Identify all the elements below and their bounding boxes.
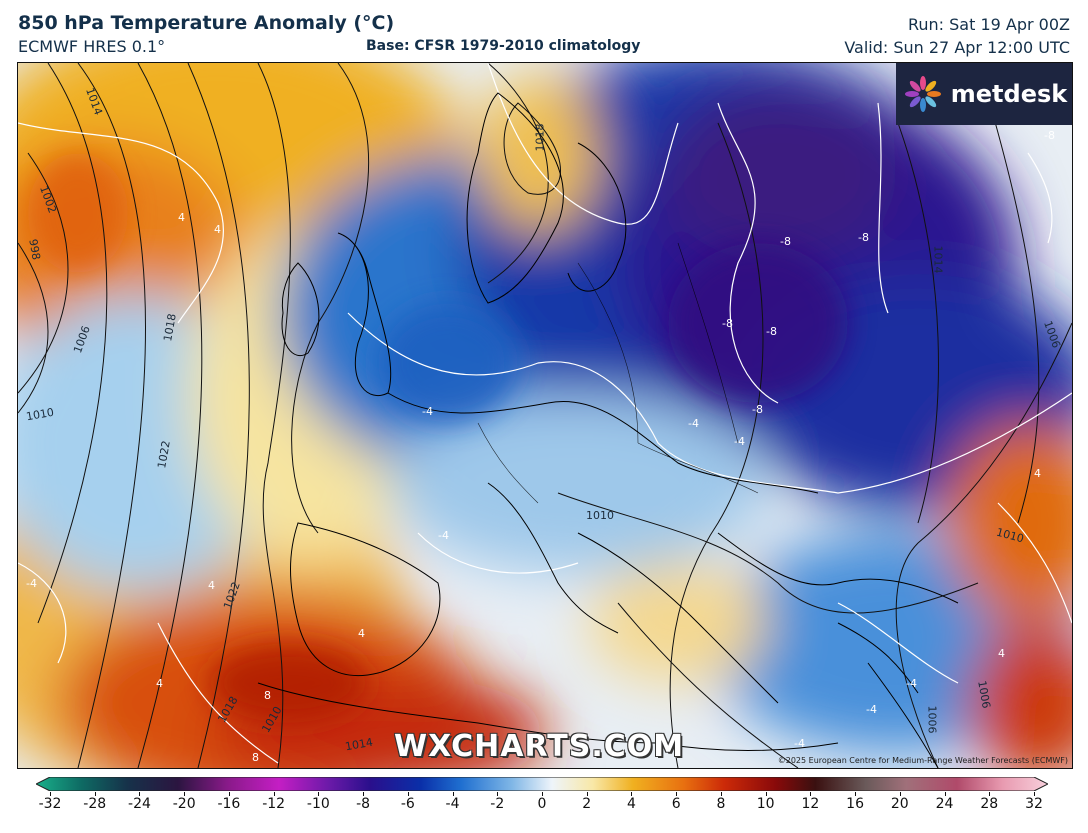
isobar-label: 1018 [533,123,547,152]
colorbar-tick-mark [989,792,991,796]
anomaly-label: -4 [438,529,449,542]
valid-time: Valid: Sun 27 Apr 12:00 UTC [844,38,1070,57]
colorbar-tick-mark [542,792,543,796]
colorbar-tick-mark [899,792,901,796]
climatology-base: Base: CFSR 1979-2010 climatology [366,38,641,54]
colorbar-tick-label: 6 [671,796,681,812]
anomaly-label: 4 [1034,467,1041,480]
colorbar-tick-label: 2 [582,796,592,812]
isobars [18,63,1072,768]
colorbar-tick-mark [139,792,141,796]
run-time: Run: Sat 19 Apr 00Z [907,15,1070,34]
copyright: ©2025 European Centre for Medium-Range W… [777,756,1068,765]
isobar-label: 1014 [931,245,945,274]
colorbar-tick-mark [676,792,678,796]
colorbar-tick-label: -12 [262,796,286,812]
anomaly-label: -8 [752,403,763,416]
colorbar-tick-label: -4 [445,796,460,812]
colorbar-ticks: -32 -28 -24 -20 -16 -12 -10 -8 -6 -4 -2 0 2 4 6 8 10 12 16… [36,792,1048,816]
colorbar-tick-mark [184,792,186,796]
colorbar-tick-label: 20 [890,796,909,812]
colorbar-tick-label: 4 [626,796,636,812]
colorbar-tick-label: -16 [217,796,241,812]
anomaly-label: -4 [422,405,433,418]
colorbar-tick-mark [94,792,96,796]
colorbar-tick-label: 32 [1025,796,1043,812]
anomaly-label: -4 [866,703,877,716]
colorbar-tick-mark [586,792,588,796]
colorbar-tick-label: 12 [801,796,820,812]
anomaly-label: -4 [688,417,699,430]
colorbar [36,777,1048,791]
coastlines [257,92,959,768]
header: 850 hPa Temperature Anomaly (°C) ECMWF H… [0,0,1088,60]
colorbar-tick-mark [452,792,454,796]
colorbar-tick-mark [1034,792,1035,796]
anomaly-label: -8 [780,235,791,248]
anomaly-label: -4 [26,577,37,590]
metdesk-flower-icon [904,76,941,112]
anomaly-label: -4 [794,737,805,750]
colorbar-tick-mark [273,792,275,796]
anomaly-label: 4 [358,627,365,640]
colorbar-tick-label: 0 [537,796,547,812]
colorbar-tick-label: -2 [490,796,505,812]
colorbar-tick-label: -24 [128,796,151,812]
colorbar-tick-mark [497,792,499,796]
anomaly-label: -8 [1044,129,1055,142]
anomaly-label: -8 [766,325,777,338]
logo-text: metdesk [950,80,1068,108]
anomaly-label: -8 [858,231,869,244]
colorbar-tick-label: -8 [356,796,371,812]
colorbar-tick-label: 28 [980,796,999,812]
anomaly-label: 8 [264,689,271,702]
anomaly-label: -4 [734,435,745,448]
anomaly-label: 4 [998,647,1005,660]
colorbar-tick-mark [720,792,722,796]
model-name: ECMWF HRES 0.1° [18,37,166,56]
colorbar-tick-label: 8 [716,796,726,812]
colorbar-tick-mark [765,792,767,796]
anomaly-label: 4 [156,677,163,690]
anomaly-map[interactable]: 1014 1018 1002 998 1006 1010 1018 1022 1… [17,62,1073,769]
colorbar-tick-label: 10 [756,796,775,812]
map-title: 850 hPa Temperature Anomaly (°C) [18,12,395,34]
colorbar-tick-mark [855,792,857,796]
colorbar-tick-label: 24 [935,796,954,812]
metdesk-logo[interactable]: metdesk [896,63,1072,125]
colorbar-tick-mark [407,792,409,796]
colorbar-tick-label: -10 [306,796,330,812]
anomaly-label: -4 [906,677,917,690]
map-canvas [18,63,1072,768]
colorbar-tick-mark [631,792,633,796]
isobar-label: 1006 [925,705,939,734]
anomaly-label: 8 [252,751,259,764]
colorbar-tick-mark [228,792,230,796]
colorbar-tick-label: -6 [400,796,415,812]
isobar-label: 1010 [586,509,614,522]
colorbar-tick-mark [363,792,365,796]
anomaly-label: -8 [722,317,733,330]
anomaly-label: 4 [208,579,215,592]
watermark: WXCHARTS.COM [394,729,685,764]
anomaly-label: 4 [178,211,185,224]
colorbar-tick-mark [50,792,51,796]
anomaly-contours [18,63,1072,764]
colorbar-tick-label: -32 [38,796,62,812]
colorbar-tick-label: -28 [83,796,107,812]
colorbar-tick-label: 16 [846,796,864,812]
colorbar-tick-mark [944,792,946,796]
colorbar-tick-mark [810,792,812,796]
colorbar-tick-label: -20 [172,796,196,812]
anomaly-label: 4 [214,223,221,236]
colorbar-tick-mark [318,792,320,796]
